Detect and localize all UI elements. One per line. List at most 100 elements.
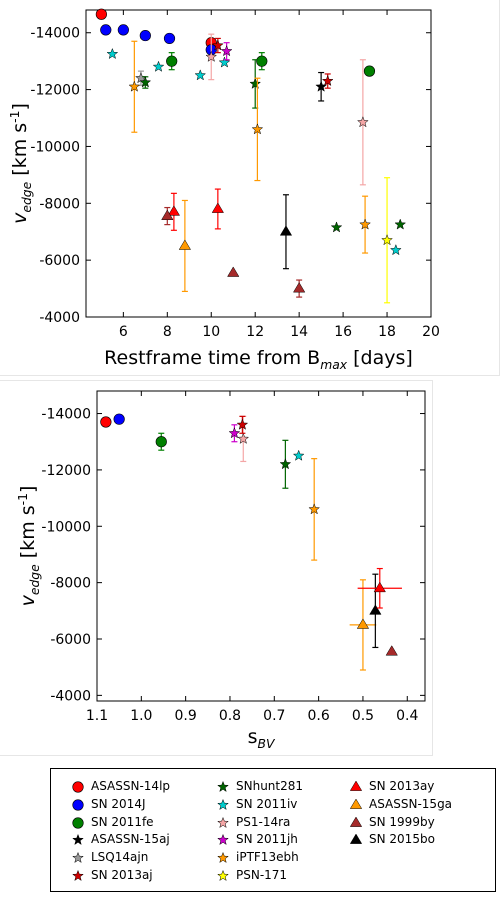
x-axis-label: Restframe time from Bmax [days] — [104, 347, 413, 372]
data-point-sn-2013ay — [211, 202, 224, 213]
x-tick-label: 18 — [378, 324, 396, 340]
data-point-sn-2013aj — [236, 418, 249, 430]
legend-label: SN 2013aj — [91, 868, 153, 882]
plot-frame — [85, 9, 432, 318]
y-tick-label: -14000 — [30, 26, 80, 42]
legend-marker — [217, 780, 229, 793]
x-tick-label: 12 — [246, 324, 264, 340]
series-sn-1999by — [385, 645, 398, 656]
data-point-sn-2011iv — [292, 449, 305, 461]
series-sn-2013aj — [211, 37, 334, 89]
legend-marker-star-icon — [217, 798, 229, 810]
data-point-snhunt281 — [139, 76, 152, 88]
data-point-sn-2011iv — [106, 47, 119, 60]
y-tick-label: -6000 — [39, 253, 80, 269]
legend-marker — [72, 799, 84, 811]
series-asassn-15ga — [349, 579, 377, 671]
data-point-ps1-14ra — [205, 50, 218, 62]
series-sn-2011iv — [292, 449, 305, 461]
data-point-sn-2011iv — [389, 243, 402, 256]
series-sn-2014j — [100, 24, 217, 56]
legend-label: SN 2013ay — [369, 779, 435, 793]
data-point-snhunt281 — [330, 221, 343, 233]
data-point-ps1-14ra — [237, 432, 250, 444]
legend-marker-star-icon — [72, 869, 84, 882]
x-tick-label: 0.9 — [175, 708, 197, 724]
series-ps1-14ra — [205, 33, 369, 186]
data-point-iptf13ebh — [308, 503, 321, 515]
x-tick-label: 0.4 — [396, 708, 418, 724]
chart-legend: ASASSN-14lp SN 2014J SN 2011fe ASASSN-15aj L… — [50, 768, 496, 892]
series-sn-2011fe — [155, 432, 167, 451]
legend-label: SN 2011jh — [236, 832, 298, 847]
data-point-snhunt281 — [279, 458, 292, 470]
series-snhunt281 — [279, 439, 292, 489]
x-tick-label: 10 — [202, 324, 220, 340]
legend-marker — [349, 798, 363, 809]
legend-label: PS1-14ra — [236, 814, 291, 829]
legend-marker-star-icon — [217, 851, 229, 864]
data-point-sn-2015bo — [369, 604, 382, 615]
legend-marker-circle-icon — [72, 816, 84, 829]
y-tick-label: -8000 — [39, 196, 80, 212]
plot-area: -14000 -12000 -10000 -8000 -6000 -4000 1.1 1.0 0… — [16, 390, 426, 751]
chart-sbv-vs-velocity: -14000 -12000 -10000 -8000 -6000 -4000 1.1 1.0 0… — [16, 390, 426, 751]
data-point-sn-2013aj — [321, 74, 334, 87]
legend-marker-star-icon — [217, 780, 229, 793]
x-tick-label: 1.0 — [130, 708, 152, 724]
data-point-snhunt281 — [249, 77, 262, 89]
legend-marker — [217, 798, 229, 810]
data-point-sn-2014j — [139, 29, 151, 42]
x-axis-label: sBV — [248, 726, 276, 751]
legend-label: SN 1999by — [369, 814, 435, 829]
series-sn-2014j — [113, 413, 125, 425]
data-point-asassn-14lp — [95, 8, 107, 20]
data-point-sn-2011fe — [155, 436, 167, 448]
data-point-sn-2014j — [113, 413, 125, 425]
y-tick-label: -4000 — [50, 688, 91, 704]
legend-marker-star-icon — [217, 816, 229, 828]
data-point-ps1-14ra — [356, 116, 369, 128]
legend-label: PSN-171 — [236, 868, 288, 882]
data-point-sn-2013aj — [211, 39, 224, 51]
series-iptf13ebh — [308, 458, 321, 561]
x-tick-label: 20 — [422, 324, 440, 340]
legend-label: SN 2011fe — [91, 814, 154, 829]
legend-marker — [72, 869, 84, 882]
data-point-iptf13ebh — [359, 218, 371, 230]
data-point-sn-2014j — [163, 32, 176, 45]
legend-marker — [217, 834, 229, 846]
data-point-sn-2011iv — [152, 60, 165, 72]
series-asassn-15aj — [315, 71, 328, 102]
plot-area: -14000 -12000 -10000 -8000 -6000 -4000 6 8 10 12 1… — [8, 8, 440, 372]
y-tick-label: -6000 — [50, 632, 91, 648]
data-point-sn-2015bo — [279, 225, 293, 236]
x-tick-label: 6 — [119, 324, 128, 340]
legend-marker-triangle-icon — [349, 833, 363, 845]
legend-marker — [72, 851, 84, 864]
legend-label: ASASSN-14lp — [91, 779, 171, 793]
y-axis-label: vedge [km s-1] — [16, 486, 42, 607]
x-tick-label: 0.7 — [263, 708, 285, 724]
legend-marker — [72, 816, 84, 829]
data-point-sn-2011iv — [194, 69, 207, 81]
y-axis-label: vedge [km s-1] — [8, 103, 34, 224]
legend-marker — [72, 834, 84, 846]
data-point-sn-2011jh — [228, 427, 241, 439]
legend-marker — [217, 851, 229, 864]
data-point-sn-1999by — [293, 282, 306, 293]
legend-label: ASASSN-15ga — [369, 796, 453, 811]
series-sn-2015bo — [279, 194, 293, 270]
legend-marker-star-icon — [72, 834, 84, 846]
legend-label: LSQ14ajn — [91, 850, 149, 865]
legend-label: SN 2014J — [91, 796, 146, 811]
series-sn-2011iv — [106, 47, 402, 256]
legend-marker — [349, 833, 363, 845]
data-point-sn-2011iv — [218, 56, 231, 68]
x-tick-label: 0.5 — [352, 708, 374, 724]
data-point-iptf13ebh — [128, 80, 141, 92]
x-tick-label: 0.6 — [307, 708, 329, 724]
data-point-sn-2011fe — [166, 55, 178, 67]
data-point-sn-2013ay — [167, 205, 181, 216]
chart-time-vs-velocity: -14000 -12000 -10000 -8000 -6000 -4000 6 8 10 12 1… — [8, 8, 440, 372]
